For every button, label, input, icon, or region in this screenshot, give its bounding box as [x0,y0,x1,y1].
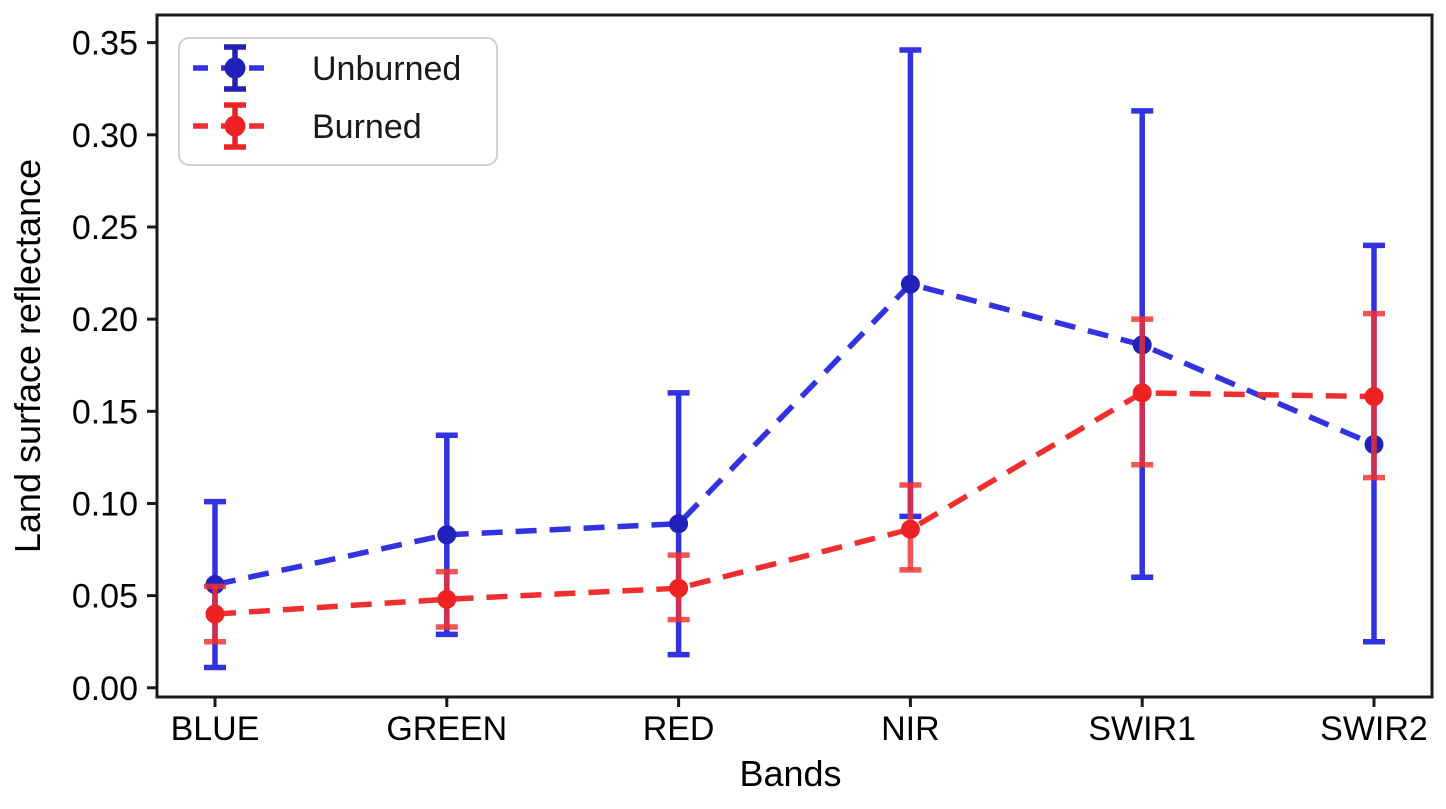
legend-glyph-marker [224,115,246,137]
data-point-marker [1132,383,1152,403]
plot-spines [155,13,1434,699]
y-tick-label: 0.30 [72,117,138,155]
data-point-marker [437,589,457,609]
x-tick-label: SWIR2 [1320,710,1428,748]
data-point-marker [669,514,689,534]
y-tick-label: 0.35 [72,25,138,63]
data-point-marker [1364,387,1384,407]
legend-label: Burned [312,108,422,146]
x-tick-label: RED [643,710,715,748]
x-tick-label: BLUE [171,710,260,748]
x-tick-label: NIR [881,710,940,748]
y-tick-label: 0.05 [72,578,138,616]
y-tick-label: 0.10 [72,485,138,523]
data-point-marker [437,525,457,545]
series-line [214,390,1375,617]
series-line [214,281,1376,588]
legend: Unburned Burned [178,37,498,166]
data-point-marker [205,604,225,624]
y-tick-label: 0.25 [72,209,138,247]
y-tick-label: 0.15 [72,393,138,431]
data-point-marker [669,578,689,598]
x-tick-label: GREEN [386,710,507,748]
data-point-marker [900,274,920,294]
legend-label: Unburned [312,50,461,88]
legend-glyph-marker [224,57,246,79]
y-tick-label: 0.20 [72,301,138,339]
y-tick-label: 0.00 [72,670,138,708]
series-burned [204,310,1385,645]
x-tick-label: SWIR1 [1088,710,1196,748]
x-axis-title: Bands [739,753,841,794]
y-axis-title: Land surface reflectance [7,159,48,553]
data-point-marker [900,519,920,539]
